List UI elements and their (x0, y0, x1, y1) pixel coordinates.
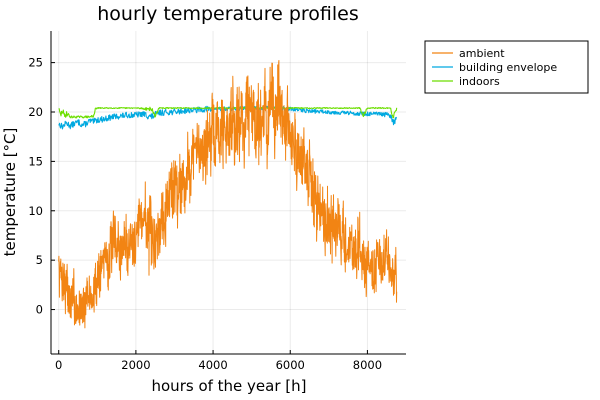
legend-label-building-envelope: building envelope (459, 61, 557, 74)
y-tick-label-3: 15 (28, 154, 43, 168)
y-tick-label-4: 20 (28, 105, 43, 119)
x-tick-label-1: 2000 (121, 358, 150, 372)
series-line-indoors (58, 106, 398, 119)
y-axis-label: temperature [°C] (1, 128, 19, 257)
series-line-building-envelope (58, 105, 398, 130)
grid-lines (51, 31, 406, 354)
y-tick-label-1: 5 (36, 253, 43, 267)
legend-label-indoors: indoors (459, 75, 500, 88)
x-tick-label-3: 6000 (276, 358, 305, 372)
chart-title: hourly temperature profiles (97, 3, 358, 25)
series-line-ambient (58, 60, 398, 329)
x-axis-ticks: 0 2000 4000 6000 8000 (55, 350, 382, 372)
legend-label-ambient: ambient (459, 47, 505, 60)
x-tick-label-0: 0 (55, 358, 62, 372)
y-tick-label-2: 10 (28, 204, 43, 218)
y-tick-label-0: 0 (36, 303, 43, 317)
y-axis-ticks: 0 5 10 15 20 25 (28, 56, 55, 317)
x-tick-label-2: 4000 (198, 358, 227, 372)
y-tick-label-5: 25 (28, 56, 43, 70)
x-axis-label: hours of the year [h] (152, 377, 307, 395)
x-tick-label-4: 8000 (353, 358, 382, 372)
axes (50, 31, 406, 355)
plot-area (58, 60, 398, 329)
